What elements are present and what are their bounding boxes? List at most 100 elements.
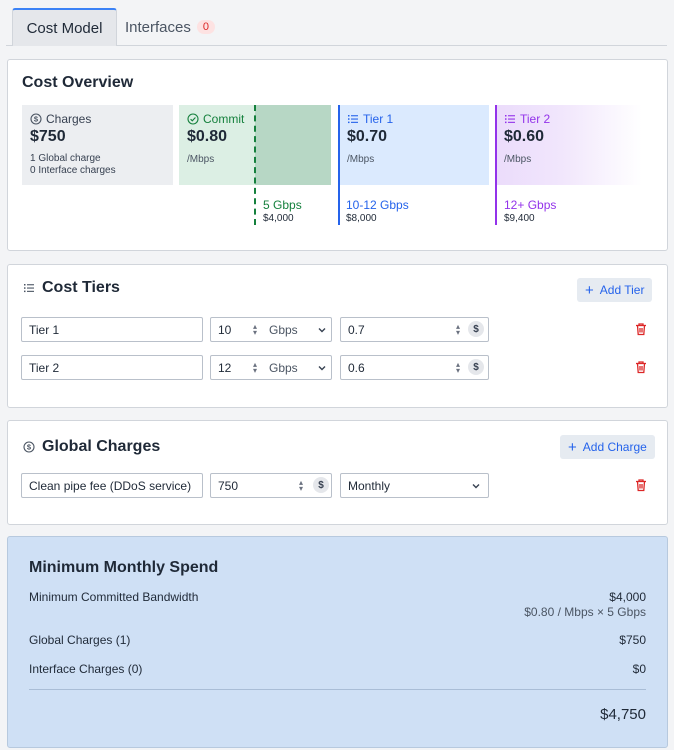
tier-price-input[interactable]: 0.6 ▴ ▾ $ <box>340 355 489 380</box>
tier-name-input[interactable]: Tier 1 <box>21 317 203 342</box>
dollar-icon: $ <box>468 321 484 337</box>
global-charges-title-text: Global Charges <box>42 438 161 455</box>
overview-tier2: Tier 2 $0.60 /Mbps <box>496 105 642 185</box>
add-tier-label: Add Tier <box>599 283 645 297</box>
svg-text:$: $ <box>27 443 32 452</box>
global-charges-title: $ Global Charges <box>22 438 160 456</box>
summary-row-value: $0 <box>632 662 646 676</box>
global-charges-card: $ Global Charges + Add Charge Clean pipe… <box>7 420 668 525</box>
overview-tier1-price: $0.70 <box>347 128 388 145</box>
overview-tier1-name: Tier 1 <box>347 112 393 126</box>
overview-tier2-range: 12+ Gbps <box>504 198 557 212</box>
list-icon <box>22 281 36 295</box>
overview-tier2-amount: $9,400 <box>504 213 535 224</box>
overview-commit-label: Commit <box>203 112 245 126</box>
charge-period-value: Monthly <box>348 478 391 493</box>
plus-icon: + <box>585 281 594 299</box>
commit-dashed-marker <box>254 105 256 225</box>
chevron-down-icon <box>318 366 326 371</box>
minimum-monthly-spend-panel: Minimum Monthly Spend Minimum Committed … <box>7 536 668 748</box>
plus-icon: + <box>568 438 577 456</box>
dollar-circle-icon: $ <box>30 113 42 125</box>
tier-price-input[interactable]: 0.7 ▴ ▾ $ <box>340 317 489 342</box>
tier-quantity-value: 10 <box>218 322 232 337</box>
chevron-down-icon <box>472 484 480 489</box>
commit-bar-fill <box>255 105 331 185</box>
tier1-marker-line <box>338 105 340 225</box>
overview-tier2-price: $0.60 <box>504 128 545 145</box>
overview-commit-amount: $4,000 <box>263 213 294 224</box>
overview-charges-label: Charges <box>46 112 92 126</box>
overview-charges-name: $ Charges <box>30 112 91 126</box>
overview-tier1-range: 10-12 Gbps <box>346 198 409 212</box>
charge-period-select[interactable]: Monthly <box>340 473 489 498</box>
overview-commit-range: 5 Gbps <box>263 198 302 212</box>
charge-name-input[interactable]: Clean pipe fee (DDoS service) <box>21 473 203 498</box>
tier-quantity-value: 12 <box>218 360 232 375</box>
summary-row-detail: $0.80 / Mbps × 5 Gbps <box>524 605 646 619</box>
trash-icon[interactable] <box>634 478 648 492</box>
summary-row-value: $4,000 <box>609 590 646 604</box>
summary-total: $4,750 <box>600 706 646 723</box>
overview-tier2-unit: /Mbps <box>504 154 532 165</box>
overview-tier2-label: Tier 2 <box>520 112 551 126</box>
summary-row-value: $750 <box>619 633 646 647</box>
overview-tier1-unit: /Mbps <box>347 154 375 165</box>
tier-price-value: 0.7 <box>348 322 365 337</box>
interfaces-count-badge: 0 <box>196 20 215 34</box>
add-charge-button[interactable]: + Add Charge <box>560 435 655 459</box>
tier2-marker-line <box>495 105 497 225</box>
stepper-icon: ▴ ▾ <box>456 322 461 337</box>
stepper-icon: ▴ ▾ <box>456 360 461 375</box>
tier-name-input[interactable]: Tier 2 <box>21 355 203 380</box>
chevron-down-icon <box>318 328 326 333</box>
stepper-icon: ▴ ▾ <box>253 360 258 375</box>
overview-commit-name: Commit <box>187 112 244 126</box>
trash-icon[interactable] <box>634 360 648 374</box>
stepper-icon: ▴ ▾ <box>253 322 258 337</box>
overview-tier1-amount: $8,000 <box>346 213 377 224</box>
overview-global-charge-count: 1 Global charge <box>30 153 101 164</box>
charge-amount-value: 750 <box>218 478 239 493</box>
overview-tier1-label: Tier 1 <box>363 112 394 126</box>
svg-text:$: $ <box>34 115 39 124</box>
overview-tier2-name: Tier 2 <box>504 112 550 126</box>
overview-commit-price: $0.80 <box>187 128 228 145</box>
add-tier-button[interactable]: + Add Tier <box>577 278 653 302</box>
dollar-icon: $ <box>313 477 329 493</box>
dollar-icon: $ <box>468 359 484 375</box>
cost-overview-card: Cost Overview $ Charges $750 1 Global ch… <box>7 59 668 251</box>
cost-tiers-title-text: Cost Tiers <box>42 279 120 296</box>
overview-commit-unit: /Mbps <box>187 154 215 165</box>
tab-label: Interfaces <box>125 18 191 36</box>
tab-bar: Cost Model Interfaces 0 <box>6 0 667 46</box>
summary-title: Minimum Monthly Spend <box>29 559 219 576</box>
tab-label: Cost Model <box>26 19 103 37</box>
tier-quantity-input[interactable]: 12 ▴ ▾ Gbps <box>210 355 332 380</box>
summary-divider <box>29 689 646 690</box>
cost-overview-title: Cost Overview <box>22 74 134 91</box>
tier-price-value: 0.6 <box>348 360 365 375</box>
overview-interface-charge-count: 0 Interface charges <box>30 165 116 176</box>
cost-tiers-card: Cost Tiers + Add Tier Tier 1 10 ▴ ▾ Gbps … <box>7 264 668 408</box>
cost-tiers-title: Cost Tiers <box>22 279 120 297</box>
overview-tier1: Tier 1 $0.70 /Mbps <box>339 105 489 185</box>
overview-charges: $ Charges $750 1 Global charge 0 Interfa… <box>22 105 173 185</box>
check-circle-icon <box>187 113 199 125</box>
tab-interfaces[interactable]: Interfaces 0 <box>125 8 215 46</box>
overview-charges-price: $750 <box>30 128 66 145</box>
summary-row-label: Global Charges (1) <box>29 633 131 647</box>
trash-icon[interactable] <box>634 322 648 336</box>
list-icon <box>504 113 516 125</box>
stepper-icon: ▴ ▾ <box>299 478 304 493</box>
dollar-circle-icon: $ <box>22 440 36 454</box>
tab-cost-model[interactable]: Cost Model <box>12 8 117 46</box>
tier-unit-select[interactable]: Gbps <box>269 360 298 375</box>
charge-amount-input[interactable]: 750 ▴ ▾ $ <box>210 473 332 498</box>
add-charge-label: Add Charge <box>582 440 647 454</box>
list-icon <box>347 113 359 125</box>
summary-row-label: Interface Charges (0) <box>29 662 143 676</box>
summary-row-label: Minimum Committed Bandwidth <box>29 590 199 604</box>
tier-quantity-input[interactable]: 10 ▴ ▾ Gbps <box>210 317 332 342</box>
tier-unit-select[interactable]: Gbps <box>269 322 298 337</box>
